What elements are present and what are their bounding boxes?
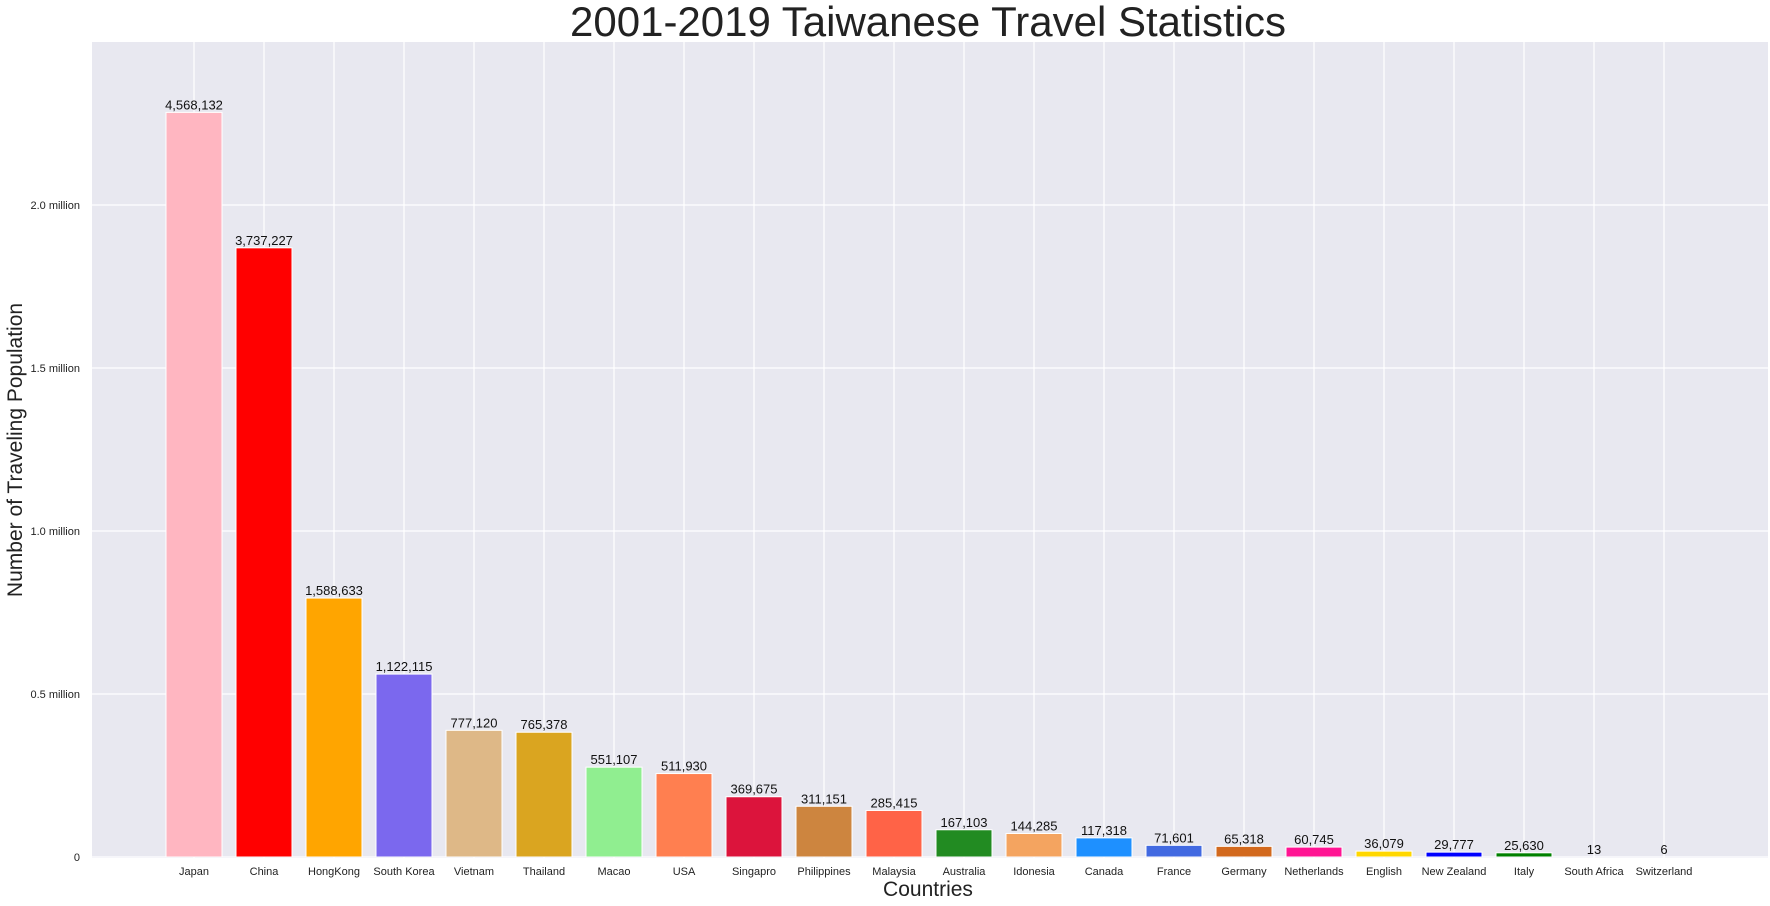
x-axis-title: Countries [883, 878, 973, 901]
bar-china [235, 247, 293, 858]
x-tick-label: Vietnam [454, 866, 494, 878]
data-label: 144,285 [1011, 818, 1058, 833]
x-tick-label: Singapro [732, 866, 776, 878]
x-tick-label: Philippines [797, 866, 851, 878]
x-tick-label: Switzerland [1636, 866, 1693, 878]
bar-thailand [515, 731, 573, 858]
x-tick-label: France [1157, 866, 1191, 878]
bar-hongkong [305, 597, 363, 858]
x-tick-label: USA [673, 866, 696, 878]
data-label: 777,120 [451, 715, 498, 730]
y-tick-label: 1.0 million [30, 526, 80, 538]
data-label: 6 [1660, 842, 1667, 857]
data-label: 511,930 [661, 759, 707, 774]
data-label: 765,378 [521, 717, 568, 732]
bar-germany [1215, 845, 1273, 858]
bar-france [1145, 844, 1203, 858]
y-tick-labels: 0 0.5 million 1.0 million 1.5 million 2.0 mi… [30, 200, 80, 864]
data-label: 25,630 [1504, 838, 1544, 853]
data-label: 285,415 [871, 795, 918, 810]
data-label: 65,318 [1224, 831, 1264, 846]
bar-netherlands [1285, 846, 1343, 858]
x-tick-label: Australia [943, 866, 987, 878]
data-label: 1,588,633 [305, 583, 363, 598]
x-tick-label: Canada [1085, 866, 1124, 878]
data-label: 1,122,115 [376, 659, 433, 674]
chart-title: 2001-2019 Taiwanese Travel Statistics [570, 0, 1286, 45]
x-tick-label: HongKong [308, 866, 360, 878]
data-label: 36,079 [1364, 836, 1404, 851]
data-label: 4,568,132 [165, 97, 223, 112]
bar-australia [935, 829, 993, 858]
plot-area [92, 42, 1768, 858]
data-label: 167,103 [941, 815, 988, 830]
bar-macao [585, 766, 643, 858]
data-label: 369,675 [731, 782, 778, 797]
data-label: 311,151 [801, 791, 847, 806]
bar-english [1355, 850, 1413, 858]
x-tick-labels: Japan China HongKong South Korea Vietnam Thai… [179, 866, 1692, 878]
bar-south-korea [375, 673, 433, 858]
bar-idonesia [1005, 832, 1063, 858]
x-tick-label: Thailand [523, 866, 565, 878]
data-labels: 4,568,132 3,737,227 1,588,633 1,122,115 777,… [165, 97, 1668, 857]
x-tick-label: South Korea [373, 866, 435, 878]
x-tick-label: Malaysia [872, 866, 916, 878]
data-label: 60,745 [1294, 832, 1334, 847]
bar-italy [1495, 852, 1553, 858]
data-label: 117,318 [1081, 823, 1127, 838]
data-label: 551,107 [591, 752, 638, 767]
bar-philippines [795, 805, 853, 858]
data-label: 29,777 [1434, 837, 1474, 852]
y-tick-label: 1.5 million [30, 363, 80, 375]
bar-malaysia [865, 809, 923, 858]
y-axis-title: Number of Traveling Population [4, 303, 27, 597]
x-tick-label: English [1366, 866, 1402, 878]
x-tick-label: China [250, 866, 280, 878]
y-tick-label: 2.0 million [30, 200, 80, 212]
bar-canada [1075, 837, 1133, 858]
bars [165, 111, 1693, 858]
x-tick-label: South Africa [1564, 866, 1624, 878]
x-tick-label: New Zealand [1422, 866, 1487, 878]
x-tick-label: Idonesia [1013, 866, 1055, 878]
y-tick-label: 0 [74, 852, 80, 864]
bar-vietnam [445, 729, 503, 858]
bar-new-zealand [1425, 851, 1483, 858]
x-tick-label: Japan [179, 866, 209, 878]
bar-singapro [725, 796, 783, 858]
data-label: 71,601 [1154, 830, 1194, 845]
x-tick-label: Germany [1221, 866, 1267, 878]
bar-japan [165, 111, 223, 858]
x-tick-label: Netherlands [1284, 866, 1344, 878]
y-tick-label: 0.5 million [30, 689, 80, 701]
data-label: 13 [1587, 842, 1601, 857]
data-label: 3,737,227 [235, 233, 293, 248]
bar-usa [655, 773, 713, 858]
x-tick-label: Macao [597, 866, 630, 878]
x-tick-label: Italy [1514, 866, 1535, 878]
